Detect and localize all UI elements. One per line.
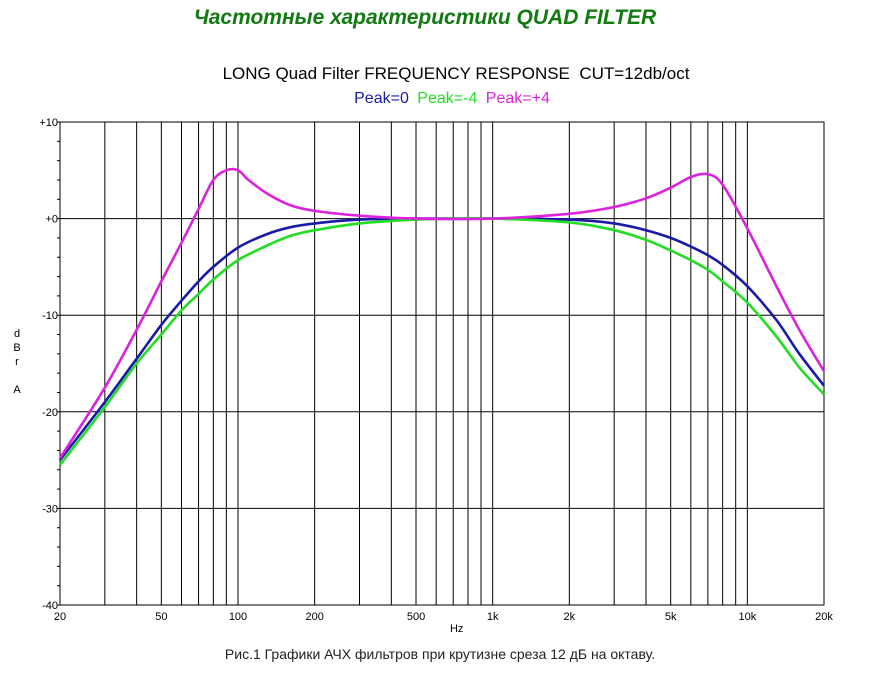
y-axis-label-char: r: [15, 356, 19, 368]
legend-entry-peak-minus4: Peak=-4: [417, 90, 478, 107]
x-tick-label: 2k: [564, 611, 576, 623]
legend: Peak=0 Peak=-4 Peak=+4: [0, 90, 880, 108]
x-tick-label: 20k: [815, 611, 833, 623]
y-tick-label: -40: [42, 600, 58, 612]
y-tick-label: -10: [42, 310, 58, 322]
x-tick-label: 20: [54, 611, 66, 623]
x-tick-label: 100: [229, 611, 247, 623]
x-tick-label: 5k: [665, 611, 677, 623]
grid: [57, 121, 825, 606]
legend-entry-peak-plus4: Peak=+4: [485, 90, 550, 107]
x-tick-label: 50: [155, 611, 167, 623]
y-tick-label: -20: [42, 407, 58, 419]
x-tick-label: 500: [407, 611, 425, 623]
x-tick-label: 1k: [487, 611, 499, 623]
y-tick-label: +10: [39, 117, 58, 129]
y-axis-label-char: A: [13, 384, 21, 396]
axis-labels: 20 50 100 200 500 1k 2k 5k 10k 20k +10 +0 -10 -20 -30 -…: [13, 117, 833, 635]
y-tick-label: +0: [45, 214, 58, 226]
curves: [58, 167, 826, 466]
legend-entry-peak0: Peak=0: [354, 90, 409, 107]
y-axis-label-char: B: [13, 342, 20, 354]
x-axis-label: Hz: [450, 623, 463, 635]
page-heading: Частотные характеристики QUAD FILTER: [193, 6, 657, 29]
y-axis-label-char: d: [14, 328, 20, 340]
plot-border: [59, 121, 825, 606]
x-tick-label: 10k: [738, 611, 756, 623]
x-tick-label: 200: [305, 611, 323, 623]
figure-caption: Рис.1 Графики АЧХ фильтров при крутизне …: [224, 646, 656, 662]
chart-title: LONG Quad Filter FREQUENCY RESPONSE CUT=…: [222, 64, 690, 83]
y-tick-label: -30: [42, 503, 58, 515]
series-line-3: [58, 167, 826, 459]
